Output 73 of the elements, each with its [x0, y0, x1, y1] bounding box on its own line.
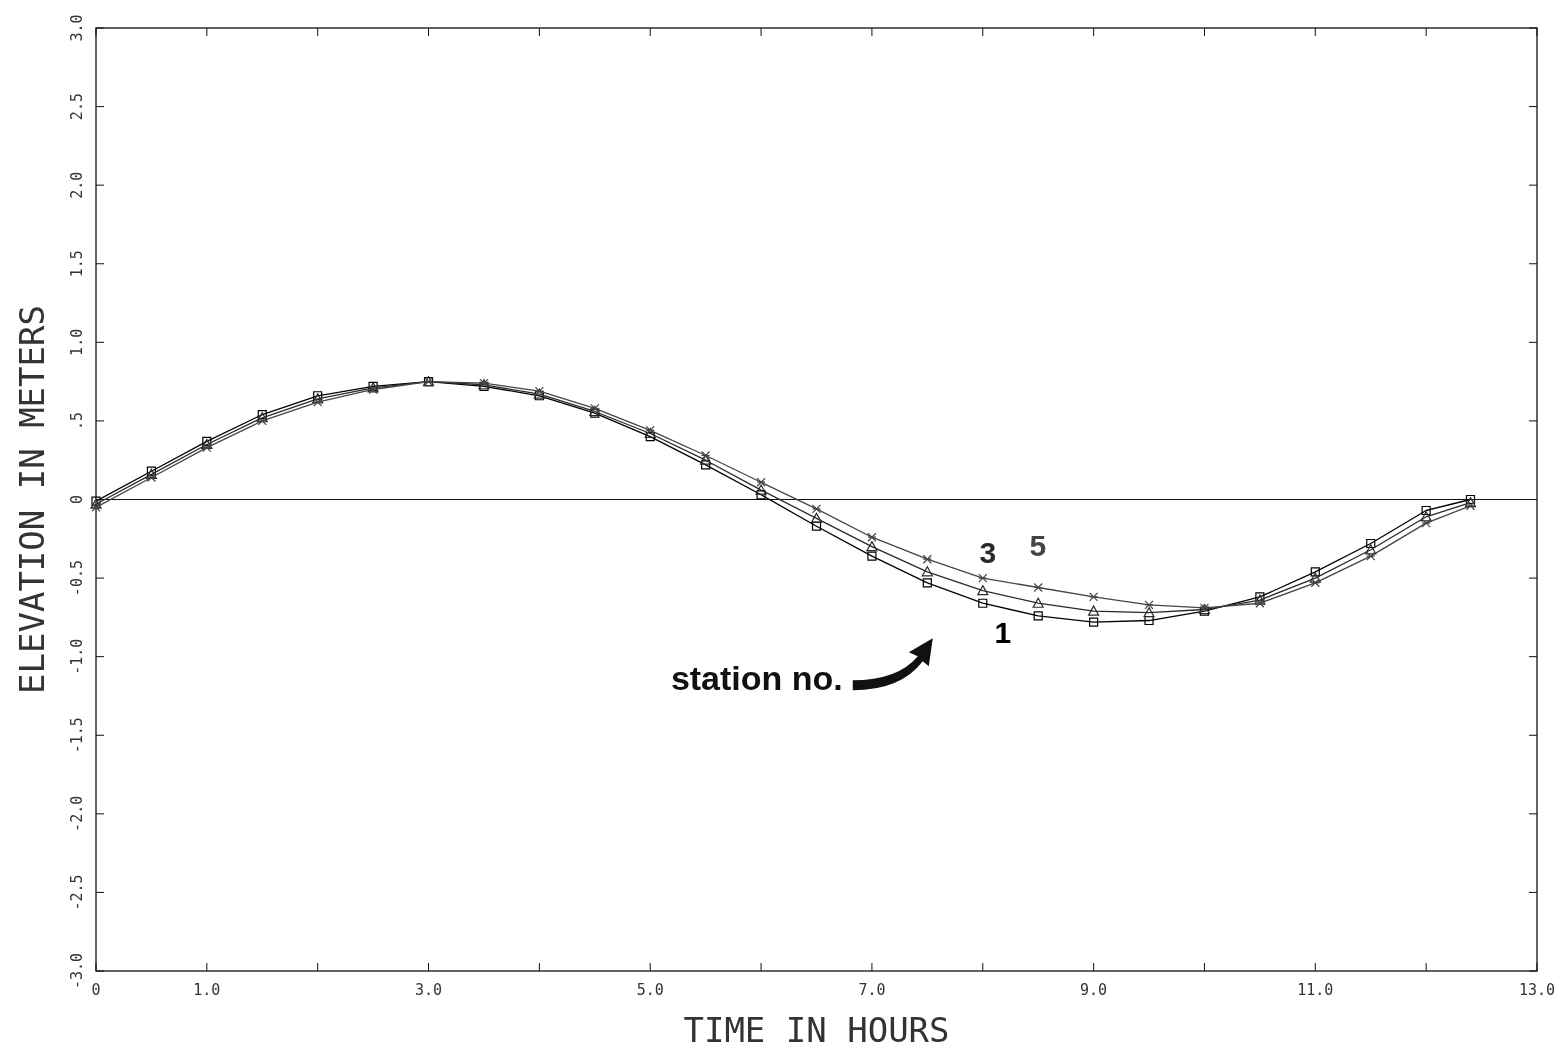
point	[201, 438, 213, 450]
point	[202, 443, 212, 453]
point	[811, 521, 822, 531]
point	[921, 566, 933, 577]
point	[1310, 578, 1320, 588]
point	[91, 502, 101, 512]
point	[867, 551, 877, 561]
point	[701, 460, 711, 470]
y-axis-title: ELEVATION IN METERS	[12, 305, 52, 694]
annotation: station no.	[670, 659, 843, 698]
x-tick-label: 5.0	[636, 981, 664, 999]
point	[1033, 611, 1043, 621]
y-tick-label: 3.0	[68, 14, 86, 42]
point	[645, 425, 655, 435]
point	[1421, 505, 1431, 516]
y-tick-label: 0	[68, 494, 86, 505]
series-label: 3	[979, 535, 997, 569]
y-tick-label: -2.0	[68, 795, 86, 832]
point	[1421, 518, 1431, 528]
y-tick-label: -1.5	[68, 717, 86, 754]
point	[1255, 598, 1265, 608]
point	[1310, 567, 1320, 577]
y-tick-label: .5	[68, 411, 86, 430]
point	[756, 477, 766, 487]
point	[922, 554, 932, 564]
point	[922, 578, 932, 588]
point	[313, 397, 323, 407]
point	[202, 436, 212, 446]
y-tick-label: 2.0	[68, 171, 86, 199]
x-tick-label: 1.0	[193, 981, 221, 999]
x-tick-label: 13.0	[1518, 981, 1556, 999]
point	[866, 541, 878, 552]
point	[977, 585, 989, 596]
x-tick-label: 11.0	[1297, 981, 1334, 999]
point	[755, 484, 767, 495]
point	[811, 504, 822, 514]
x-tick-label: 0	[91, 981, 101, 999]
point	[700, 454, 712, 465]
point	[1366, 551, 1376, 561]
point	[1089, 617, 1099, 627]
point	[1420, 511, 1432, 522]
point	[1143, 607, 1155, 618]
y-tick-label: 1.5	[68, 250, 86, 278]
x-axis-title: TIME IN HOURS	[683, 1010, 950, 1050]
x-tick-label: 7.0	[858, 981, 886, 999]
point	[1465, 501, 1476, 511]
series-label: 5	[1029, 529, 1047, 563]
point	[1365, 544, 1377, 555]
point	[1309, 572, 1321, 583]
point	[1033, 582, 1043, 593]
y-tick-label: -1.0	[68, 638, 86, 675]
point	[978, 598, 988, 608]
point	[701, 450, 711, 461]
point	[810, 512, 823, 523]
point	[1366, 538, 1376, 549]
y-tick-label: -0.5	[68, 560, 86, 597]
point	[978, 573, 988, 583]
point	[590, 403, 600, 413]
y-tick-label: -2.5	[68, 874, 86, 911]
point	[1144, 600, 1154, 610]
series-label: 1	[994, 616, 1012, 650]
point	[1088, 605, 1100, 616]
point	[1032, 597, 1044, 608]
x-tick-label: 9.0	[1080, 981, 1108, 999]
point	[756, 490, 766, 500]
point	[867, 532, 877, 542]
point	[257, 416, 267, 426]
y-tick-label: 2.5	[68, 93, 86, 121]
x-tick-label: 3.0	[414, 981, 443, 999]
y-tick-label: 1.0	[68, 328, 86, 356]
point	[146, 472, 157, 483]
y-tick-label: -3.0	[68, 952, 86, 990]
point	[1089, 592, 1099, 602]
